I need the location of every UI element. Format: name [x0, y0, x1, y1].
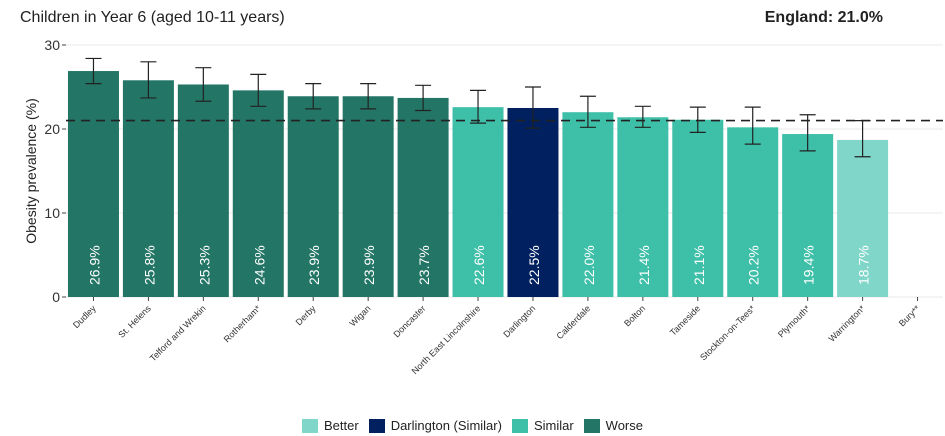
- x-tick-label: Rotherham*: [222, 303, 263, 344]
- legend-label-darlington: Darlington (Similar): [390, 418, 502, 433]
- bar: [452, 107, 504, 297]
- x-tick-label: Doncaster: [391, 303, 427, 339]
- legend-item-similar: Similar: [511, 418, 574, 433]
- legend-swatch-worse: [583, 418, 600, 433]
- bar: [232, 90, 284, 297]
- bar-value-label: 24.6%: [251, 245, 267, 285]
- bar: [727, 127, 779, 297]
- legend-label-better: Better: [324, 418, 359, 433]
- bar-value-label: 19.4%: [801, 245, 817, 285]
- x-tick-label: Plymouth*: [776, 303, 812, 339]
- bar: [122, 80, 174, 297]
- obesity-bar-chart: 0 10 20 30 Obesity prevalence (%) 26.9% Dudley…: [23, 37, 943, 376]
- bar-value-label: 18.7%: [856, 245, 872, 285]
- y-tick-label: 0: [52, 289, 60, 305]
- benchmark-label: England: 21.0%: [764, 9, 883, 26]
- chart-title: Children in Year 6 (aged 10-11 years): [20, 9, 285, 26]
- x-tick-label: Bury**: [897, 303, 922, 328]
- legend-item-better: Better: [302, 418, 359, 433]
- legend-swatch-better: [302, 418, 318, 433]
- bar-value-label: 23.9%: [306, 245, 322, 285]
- bar-value-label: 26.9%: [86, 245, 102, 285]
- legend-swatch-similar: [511, 418, 528, 433]
- y-tick-label: 10: [44, 205, 60, 221]
- x-tick-label: Dudley: [71, 303, 98, 330]
- x-tick-label: Tameside: [668, 303, 702, 337]
- bar-value-label: 21.1%: [691, 245, 707, 285]
- bar: [782, 134, 834, 297]
- bar-value-label: 22.6%: [471, 245, 487, 285]
- x-tick-label: Warrington*: [827, 303, 868, 344]
- bar-value-label: 25.8%: [141, 245, 157, 285]
- x-tick-label: Stockton-on-Tees*: [698, 303, 757, 362]
- x-tick-label: Calderdale: [554, 303, 592, 341]
- bar: [342, 96, 394, 298]
- x-tick-label: Telford and Wrekin: [148, 303, 208, 363]
- bar: [397, 97, 449, 297]
- bar-value-label: 25.3%: [196, 245, 212, 285]
- bar: [67, 71, 119, 297]
- bar: [837, 139, 889, 297]
- y-tick-label: 30: [44, 37, 60, 53]
- bar-value-label: 23.9%: [361, 245, 377, 285]
- legend-label-similar: Similar: [533, 418, 574, 433]
- y-axis-label: Obesity prevalence (%): [23, 98, 39, 244]
- bar: [672, 119, 724, 297]
- x-tick-label: Derby: [294, 303, 318, 327]
- legend-item-darlington: Darlington (Similar): [368, 418, 502, 433]
- legend-item-worse: Worse: [583, 418, 643, 433]
- bar: [617, 117, 669, 298]
- bar: [507, 108, 559, 297]
- bar-value-label: 21.4%: [636, 245, 652, 285]
- legend-swatch-darlington: [368, 418, 385, 433]
- y-tick-label: 20: [44, 121, 60, 137]
- x-tick-label: Bolton: [622, 303, 647, 328]
- x-tick-label: Darlington: [501, 303, 537, 339]
- x-tick-label: St. Helens: [116, 303, 153, 340]
- bar-value-label: 23.7%: [416, 245, 432, 285]
- bar: [287, 96, 339, 298]
- bar: [562, 112, 614, 297]
- x-tick-label: Wigan: [347, 303, 372, 328]
- chart-legend: Better Darlington (Similar) Similar Wors…: [0, 418, 945, 433]
- bar-value-label: 22.0%: [581, 245, 597, 285]
- bar-value-label: 20.2%: [746, 245, 762, 285]
- legend-label-worse: Worse: [605, 418, 643, 433]
- bar-value-label: 22.5%: [526, 245, 542, 285]
